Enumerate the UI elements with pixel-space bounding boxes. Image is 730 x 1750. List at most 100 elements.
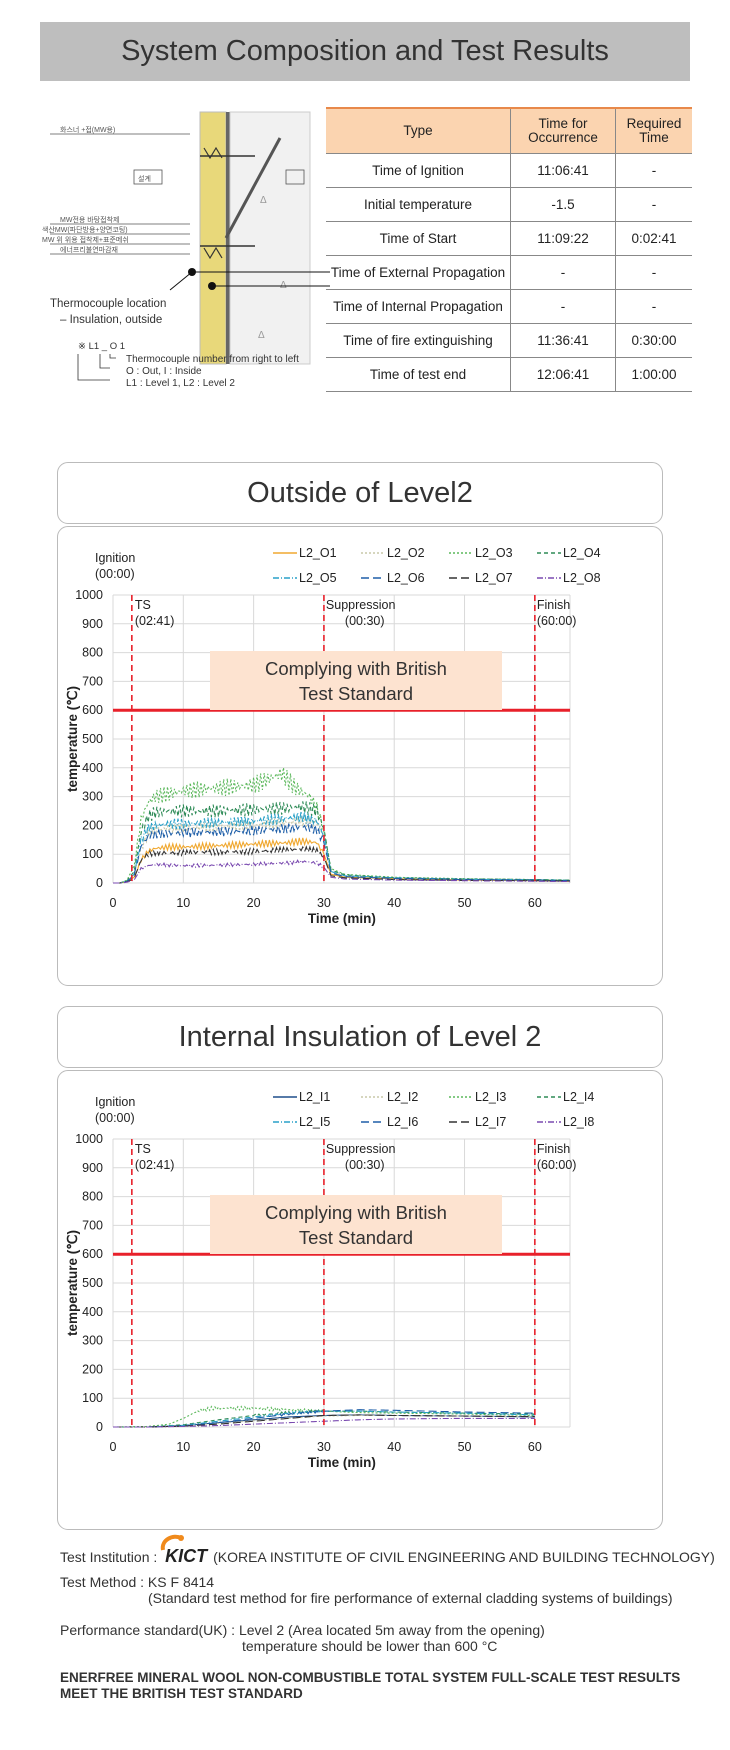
y-axis-label: temperature (℃) <box>65 686 80 792</box>
diagram-label: MW 위 위용 접착제+표준메쉬 <box>42 235 129 244</box>
legend-label: L2_I3 <box>475 1090 506 1104</box>
y-tick-label: 400 <box>82 1305 103 1319</box>
x-tick-label: 50 <box>458 896 472 910</box>
table-cell: 1:00:00 <box>615 357 692 392</box>
legend-line: O : Out, I : Inside <box>126 366 202 377</box>
label-box <box>285 169 305 185</box>
standard-note: Complying with British Test Standard <box>210 1195 502 1254</box>
institution-name: (KOREA INSTITUTE OF CIVIL ENGINEERING AN… <box>213 1549 715 1565</box>
table-cell: Time of External Propagation <box>326 255 511 290</box>
x-tick-label: 30 <box>317 1440 331 1454</box>
y-tick-label: 500 <box>82 732 103 746</box>
table-cell: Time of Internal Propagation <box>326 289 511 324</box>
page-title: System Composition and Test Results <box>40 22 690 81</box>
method-desc: (Standard test method for fire performan… <box>148 1590 673 1606</box>
event-marker-label: TS <box>135 598 151 612</box>
event-marker-time: (00:30) <box>345 1158 385 1172</box>
table-cell: - <box>510 289 616 324</box>
table-cell: -1.5 <box>510 187 616 222</box>
wall-section-illustration: Δ Δ Δ 화스너 +접(MW용) 설계 MW전용 바탕접착제 색산MW(파단방… <box>42 111 330 389</box>
y-tick-label: 0 <box>96 876 103 890</box>
series-line-L2_O6 <box>113 822 570 884</box>
institution-label: Test Institution : <box>60 1549 158 1565</box>
system-diagram: Δ Δ Δ 화스너 +접(MW용) 설계 MW전용 바탕접착제 색산MW(파단방… <box>40 108 330 438</box>
table-row: Time of fire extinguishing 11:36:41 0:30:0… <box>326 323 692 358</box>
series-line-L2_O7 <box>113 844 570 884</box>
concrete-wall <box>229 111 311 365</box>
y-tick-label: 300 <box>82 790 103 804</box>
thermocouple-caption: Thermocouple location <box>50 298 166 310</box>
x-tick-label: 50 <box>458 1440 472 1454</box>
table-cell: 0:02:41 <box>615 221 692 256</box>
standard-note: Complying with British Test Standard <box>210 651 502 710</box>
kict-logo: KICT <box>161 1534 207 1567</box>
table-cell: 11:36:41 <box>510 323 616 358</box>
y-tick-label: 0 <box>96 1420 103 1434</box>
legend-label: L2_I8 <box>563 1115 594 1129</box>
event-marker-time: (02:41) <box>135 614 175 628</box>
table-cell: - <box>615 153 692 188</box>
table-cell: Time of fire extinguishing <box>326 323 511 358</box>
column-header: Time for Occurrence <box>510 107 616 154</box>
standard-label: Performance standard(UK) : Level 2 (Area… <box>60 1622 545 1638</box>
y-tick-label: 800 <box>82 646 103 660</box>
table-cell: - <box>615 289 692 324</box>
y-tick-label: 900 <box>82 1161 103 1175</box>
legend-label: L2_O7 <box>475 571 513 585</box>
x-axis-label: Time (min) <box>308 911 376 926</box>
column-header: Required Time <box>615 107 692 154</box>
legend-label: L2_O2 <box>387 546 425 560</box>
table-cell: Initial temperature <box>326 187 511 222</box>
event-marker-label: TS <box>135 1142 151 1156</box>
x-tick-label: 20 <box>247 1440 261 1454</box>
table-cell: - <box>615 255 692 290</box>
y-tick-label: 1000 <box>75 588 103 602</box>
series-line-L2_O3 <box>113 767 570 884</box>
y-tick-label: 600 <box>82 1247 103 1261</box>
diagram-label: MW전용 바탕접착제 <box>60 215 119 224</box>
diagram-label: 화스너 +접(MW용) <box>60 125 115 134</box>
test-institution: Test Institution : KICT (KOREA INSTITUTE… <box>60 1534 715 1567</box>
legend-label: L2_I7 <box>475 1115 506 1129</box>
y-tick-label: 100 <box>82 1391 103 1405</box>
table-cell: Time of test end <box>326 357 511 392</box>
thermocouple-inside-dot <box>208 282 216 290</box>
conclusion-text: ENERFREE MINERAL WOOL NON-COMBUSTIBLE TO… <box>60 1670 681 1701</box>
diagram-label: 설계 <box>138 174 151 183</box>
legend-code: ※ L1 _ O 1 <box>78 341 125 352</box>
series-line-L2_O8 <box>113 859 571 884</box>
legend-label: L2_O4 <box>563 546 601 560</box>
y-tick-label: 200 <box>82 1362 103 1376</box>
y-axis-label: temperature (℃) <box>65 1230 80 1336</box>
event-marker-time: (00:00) <box>95 567 135 581</box>
chart-panel-internal: 0 100 200 300 400 500 600 700 800 900 1000 0 10 20 30 4… <box>57 1070 663 1530</box>
legend-label: L2_I6 <box>387 1115 418 1129</box>
concrete-mark: Δ <box>260 195 267 206</box>
legend-label: L2_O3 <box>475 546 513 560</box>
x-tick-label: 0 <box>110 896 117 910</box>
legend-line: Thermocouple number from right to left <box>126 354 299 365</box>
y-tick-label: 800 <box>82 1190 103 1204</box>
table-cell: Time of Ignition <box>326 153 511 188</box>
y-tick-label: 500 <box>82 1276 103 1290</box>
y-tick-label: 100 <box>82 847 103 861</box>
event-marker-time: (60:00) <box>537 1158 577 1172</box>
legend-label: L2_I2 <box>387 1090 418 1104</box>
table-cell: 11:09:22 <box>510 221 616 256</box>
event-marker-label: Suppression <box>326 1142 396 1156</box>
test-method: Test Method : KS F 8414 (Standard test m… <box>60 1574 672 1606</box>
table-row: Time of test end 12:06:41 1:00:00 <box>326 357 692 392</box>
y-tick-label: 600 <box>82 703 103 717</box>
legend-label: L2_I5 <box>299 1115 330 1129</box>
event-marker-time: (60:00) <box>537 614 577 628</box>
standard-desc: temperature should be lower than 600 °C <box>242 1638 498 1654</box>
series-line-L2_O1 <box>113 837 571 884</box>
y-tick-label: 700 <box>82 674 103 688</box>
test-results-table: Type Time for Occurrence Required Time T… <box>326 107 692 392</box>
x-tick-label: 20 <box>247 896 261 910</box>
chart-panel-outside: 0 100 200 300 400 500 600 700 800 900 1000 0 10 20 30 4… <box>57 526 663 986</box>
chart-panel-title: Outside of Level2 <box>57 462 663 524</box>
y-tick-label: 700 <box>82 1218 103 1232</box>
legend-label: L2_I1 <box>299 1090 330 1104</box>
series-line-L2_O2 <box>113 815 570 884</box>
